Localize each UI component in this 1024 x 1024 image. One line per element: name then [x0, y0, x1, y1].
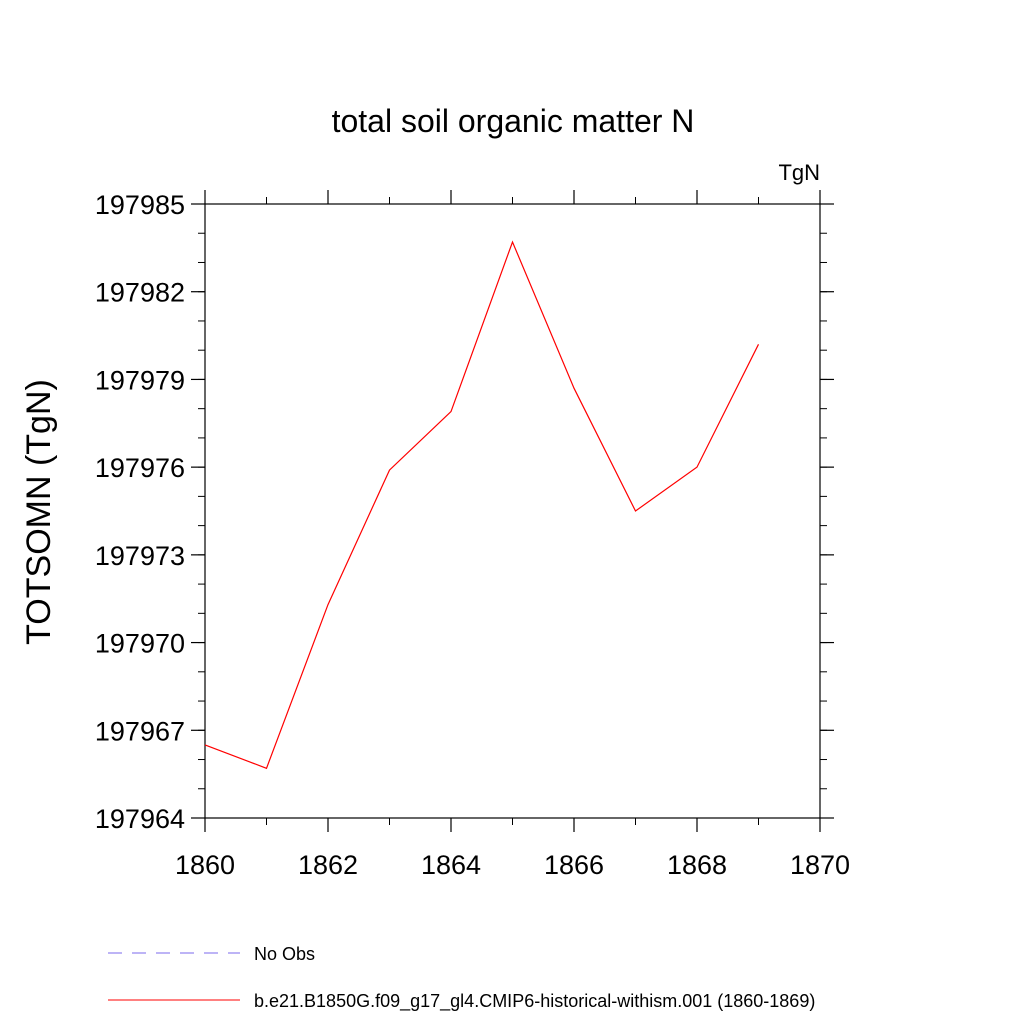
y-axis-label: TOTSOMN (TgN) [20, 379, 58, 645]
legend: No Obs b.e21.B1850G.f09_g17_gl4.CMIP6-hi… [108, 944, 815, 1012]
x-tick-label: 1870 [790, 850, 850, 880]
x-axis: 1860 1862 1864 1866 1868 1870 [175, 190, 850, 880]
series-line [204, 240, 760, 770]
x-tick-label: 1860 [175, 850, 235, 880]
y-tick-label: 197976 [95, 453, 185, 483]
y-tick-label: 197967 [95, 716, 185, 746]
units-label: TgN [778, 160, 820, 185]
y-axis: 197964 197967 197970 197973 197976 197979 1979… [95, 190, 834, 834]
y-tick-label: 197970 [95, 629, 185, 659]
y-tick-label: 197985 [95, 190, 185, 220]
chart-title: total soil organic matter N [332, 103, 695, 139]
series-layer [204, 240, 760, 770]
y-tick-label: 197973 [95, 541, 185, 571]
legend-label-model-run: b.e21.B1850G.f09_g17_gl4.CMIP6-historica… [254, 991, 815, 1012]
y-tick-label: 197982 [95, 278, 185, 308]
x-tick-label: 1864 [421, 850, 481, 880]
plot-border [204, 203, 821, 819]
y-tick-label: 197964 [95, 804, 185, 834]
legend-label-no-obs: No Obs [254, 944, 315, 964]
x-tick-label: 1862 [298, 850, 358, 880]
x-tick-label: 1866 [544, 850, 604, 880]
plot-frame [204, 203, 821, 819]
y-tick-label: 197979 [95, 365, 185, 395]
x-tick-label: 1868 [667, 850, 727, 880]
